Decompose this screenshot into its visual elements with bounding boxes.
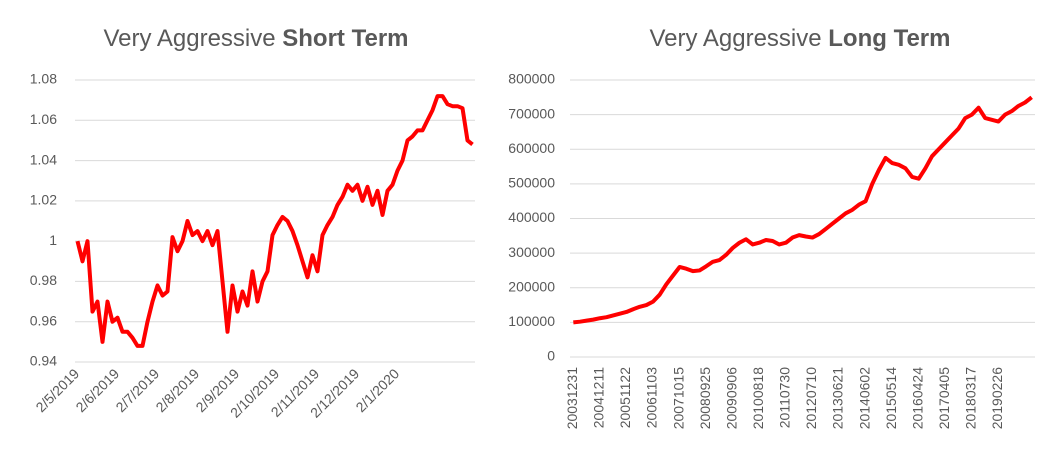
- y-tick-label: 700000: [508, 105, 555, 121]
- x-tick-label: 20150514: [883, 367, 899, 430]
- y-tick-label: 100000: [508, 313, 555, 329]
- chart-title: Very Aggressive Long Term: [650, 25, 951, 52]
- x-tick-label: 20071015: [670, 367, 686, 430]
- data-line: [75, 94, 474, 348]
- x-tick-label: 20160424: [909, 367, 925, 430]
- x-tick-label: 20061103: [644, 367, 660, 428]
- x-tick-label: 2/1/2020: [352, 365, 402, 415]
- title-text: Very Aggressive: [650, 25, 822, 52]
- x-tick-label: 20170405: [936, 367, 952, 430]
- y-tick-label: 1.02: [30, 192, 57, 208]
- x-tick-label: 20190226: [989, 367, 1005, 430]
- title-text: Very Aggressive: [104, 25, 276, 52]
- chart-title: Very Aggressive Short Term: [104, 25, 409, 52]
- title-bold: Short Term: [282, 25, 408, 52]
- y-tick-label: 500000: [508, 175, 555, 191]
- x-tick-label: 20180317: [963, 367, 979, 430]
- x-tick-label: 20130621: [830, 367, 846, 430]
- x-tick-label: 20140602: [856, 367, 872, 430]
- x-tick-label: 20090906: [723, 367, 739, 430]
- data-line: [573, 95, 1033, 325]
- y-tick-label: 0.96: [30, 312, 57, 328]
- y-tick-label: 300000: [508, 244, 555, 260]
- x-tick-label: 20110730: [777, 367, 793, 428]
- y-tick-label: 400000: [508, 209, 555, 225]
- y-tick-label: 200000: [508, 278, 555, 294]
- x-tick-label: 20100818: [750, 367, 766, 430]
- title-bold: Long Term: [828, 25, 950, 52]
- x-tick-label: 20041211: [591, 367, 607, 428]
- y-tick-label: 1.04: [30, 151, 57, 167]
- y-tick-label: 1.06: [30, 111, 57, 127]
- x-tick-label: 20080925: [697, 367, 713, 430]
- x-tick-label: 20120710: [803, 367, 819, 430]
- y-tick-label: 0.94: [30, 353, 57, 369]
- x-tick-label: 20031231: [564, 367, 580, 430]
- x-tick-label: 20051122: [617, 367, 633, 428]
- y-tick-label: 1: [49, 232, 57, 248]
- y-tick-label: 0.98: [30, 272, 57, 288]
- y-tick-label: 600000: [508, 140, 555, 156]
- y-tick-label: 0: [547, 348, 555, 364]
- y-tick-label: 1.08: [30, 71, 57, 87]
- y-tick-label: 800000: [508, 71, 555, 87]
